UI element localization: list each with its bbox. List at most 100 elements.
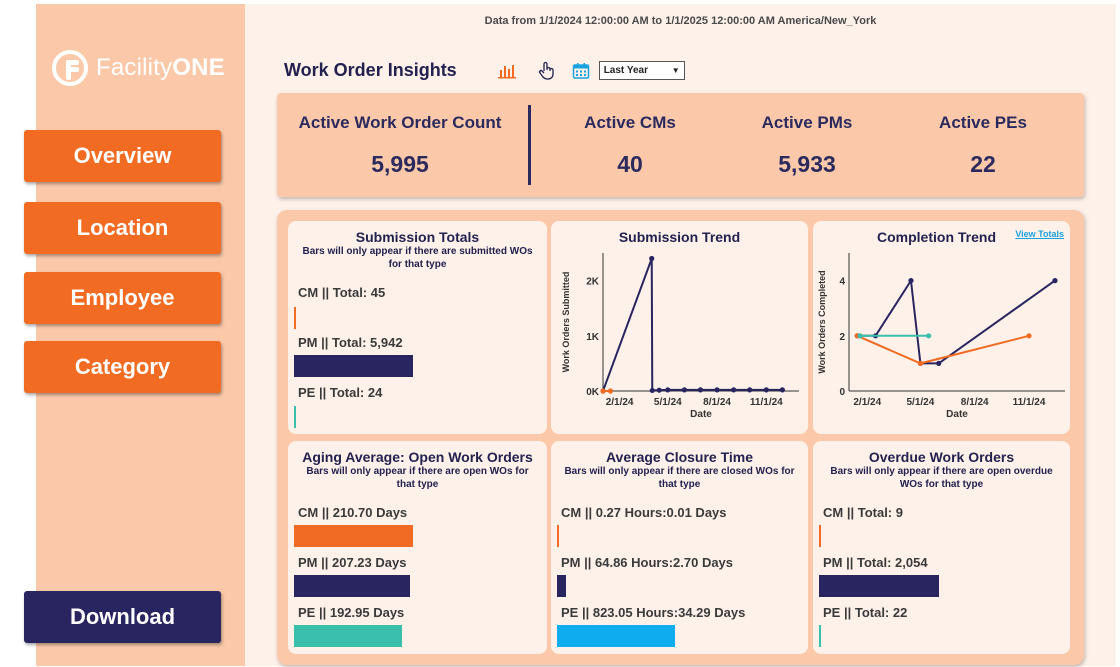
submission-trend-chart[interactable]: 0K 1K 2K 2/1/24 5/1/24 8/1/24 11/1/24 Date Work …: [551, 243, 808, 433]
logo-text: FacilityONE: [96, 54, 225, 81]
bar-cm[interactable]: [294, 307, 296, 329]
bar-pm[interactable]: [819, 575, 939, 597]
calendar-icon[interactable]: [569, 61, 593, 81]
bar-pe[interactable]: [294, 406, 296, 428]
data-point: [600, 388, 606, 394]
kpi-label: Active CMs: [584, 113, 676, 132]
bar-label-cm: CM || Total: 45: [298, 285, 386, 300]
bar-cm[interactable]: [294, 525, 413, 547]
data-point: [1052, 278, 1058, 284]
data-point: [649, 387, 655, 394]
kpi-divider: [528, 105, 531, 185]
tile-title: Overdue Work Orders: [868, 449, 1015, 465]
y-tick-label: 0K: [586, 387, 600, 398]
data-point: [763, 387, 769, 393]
data-point: [936, 360, 942, 366]
kpi-active-pes: Active PEs 22: [913, 113, 1053, 178]
view-totals-link[interactable]: View Totals: [1015, 229, 1064, 239]
bar-label-pm: PM || 64.86 Hours:2.70 Days: [561, 555, 734, 570]
bar-label-pe: PE || 192.95 Days: [298, 605, 405, 620]
data-point: [649, 255, 655, 262]
completion-trend-tile: Completion Trend View Totals 0 2 4 2/1/24 5/…: [813, 221, 1070, 434]
x-tick-label: 5/1/24: [907, 397, 935, 408]
bar-label-pm: PM || Total: 5,942: [298, 335, 403, 350]
y-tick-label: 0: [839, 387, 845, 398]
bar-label-cm: CM || 210.70 Days: [298, 505, 408, 520]
x-tick-label: 2/1/24: [853, 397, 881, 408]
data-point: [697, 387, 704, 393]
bar-label-pm: PM || 207.23 Days: [298, 555, 407, 570]
data-point: [926, 333, 932, 339]
page-title: Work Order Insights: [284, 60, 457, 80]
bar-pe[interactable]: [557, 625, 675, 647]
tile-subtitle: Bars will only appear if there are close…: [564, 466, 795, 490]
facilityone-logo: FacilityONE: [52, 50, 225, 86]
tile-title: Submission Totals: [355, 229, 480, 245]
kpi-active-cms: Active CMs 40: [560, 113, 700, 178]
bar-pm[interactable]: [294, 575, 410, 597]
kpi-card: Active Work Order Count 5,995 Active CMs…: [277, 93, 1084, 197]
download-button[interactable]: Download: [24, 591, 221, 643]
kpi-value: 5,995: [371, 151, 429, 177]
bar-label-pe: PE || Total: 24: [298, 385, 383, 400]
overdue-tile: Overdue Work Orders Bars will only appea…: [813, 441, 1070, 654]
kpi-label: Active PMs: [761, 113, 853, 132]
series-line-0: [857, 277, 1056, 365]
x-tick-label: 8/1/24: [703, 397, 731, 408]
data-point: [779, 387, 785, 393]
facilityone-logo-icon: [52, 50, 88, 86]
kpi-active-pms: Active PMs 5,933: [737, 113, 877, 178]
completion-trend-chart[interactable]: 0 2 4 2/1/24 5/1/24 8/1/24 11/1/24 Date Work Ord…: [813, 243, 1070, 433]
kpi-active-work-orders: Active Work Order Count 5,995: [285, 113, 515, 178]
category-button[interactable]: Category: [24, 341, 221, 393]
x-tick-label: 2/1/24: [606, 397, 634, 408]
bar-chart-icon[interactable]: [495, 61, 519, 81]
data-point: [665, 387, 671, 393]
bar-pm[interactable]: [294, 355, 413, 377]
data-point: [714, 387, 720, 393]
chevron-down-icon: ▼: [671, 66, 680, 75]
tile-title: Average Closure Time: [605, 449, 754, 465]
tile-subtitle: Bars will only appear if there are open …: [830, 466, 1053, 490]
x-tick-label: 5/1/24: [654, 397, 682, 408]
kpi-value: 40: [617, 151, 643, 177]
aging-average-tile: Aging Average: Open Work Orders Bars wil…: [288, 441, 547, 654]
bar-cm[interactable]: [819, 525, 821, 547]
x-axis-title: Date: [690, 409, 712, 420]
y-tick-label: 2K: [586, 277, 600, 288]
bar-label-pe: PE || Total: 22: [823, 605, 908, 620]
data-point: [917, 360, 924, 366]
period-select[interactable]: Last Year ▼: [598, 61, 685, 80]
date-range-text: Data from 1/1/2024 12:00:00 AM to 1/1/20…: [484, 15, 877, 27]
tile-title: Submission Trend: [618, 229, 741, 245]
data-point: [656, 387, 662, 393]
data-point: [747, 387, 753, 393]
x-tick-label: 11/1/24: [1013, 397, 1046, 408]
overview-button[interactable]: Overview: [24, 130, 221, 182]
average-closure-tile: Average Closure Time Bars will only appe…: [551, 441, 808, 654]
kpi-label: Active Work Order Count: [298, 113, 502, 132]
tile-subtitle: Bars will only appear if there are submi…: [302, 246, 533, 270]
series-line-0: [602, 258, 783, 392]
data-point: [1026, 333, 1032, 339]
bar-pe[interactable]: [819, 625, 821, 647]
kpi-value: 22: [970, 151, 996, 177]
submission-trend-tile: Submission Trend 0K 1K 2K 2/1/24 5/1/24 8/1/2…: [551, 221, 808, 434]
bar-pm[interactable]: [557, 575, 566, 597]
kpi-label: Active PEs: [939, 113, 1027, 132]
bar-label-pe: PE || 823.05 Hours:34.29 Days: [561, 605, 746, 620]
location-button[interactable]: Location: [24, 202, 221, 254]
y-tick-label: 1K: [586, 332, 600, 343]
y-axis-title: Work Orders Submitted: [561, 272, 571, 373]
data-point: [731, 387, 737, 393]
y-tick-label: 4: [839, 277, 845, 288]
tile-subtitle: Bars will only appear if there are open …: [306, 466, 529, 490]
tile-title: Completion Trend: [877, 229, 996, 245]
data-point: [681, 387, 687, 393]
bar-pe[interactable]: [294, 625, 402, 647]
submission-totals-tile: Submission Totals Bars will only appear …: [288, 221, 547, 434]
employee-button[interactable]: Employee: [24, 272, 221, 324]
tile-title: Aging Average: Open Work Orders: [302, 449, 533, 465]
pointer-hand-icon[interactable]: [535, 61, 559, 81]
bar-cm[interactable]: [557, 525, 559, 547]
